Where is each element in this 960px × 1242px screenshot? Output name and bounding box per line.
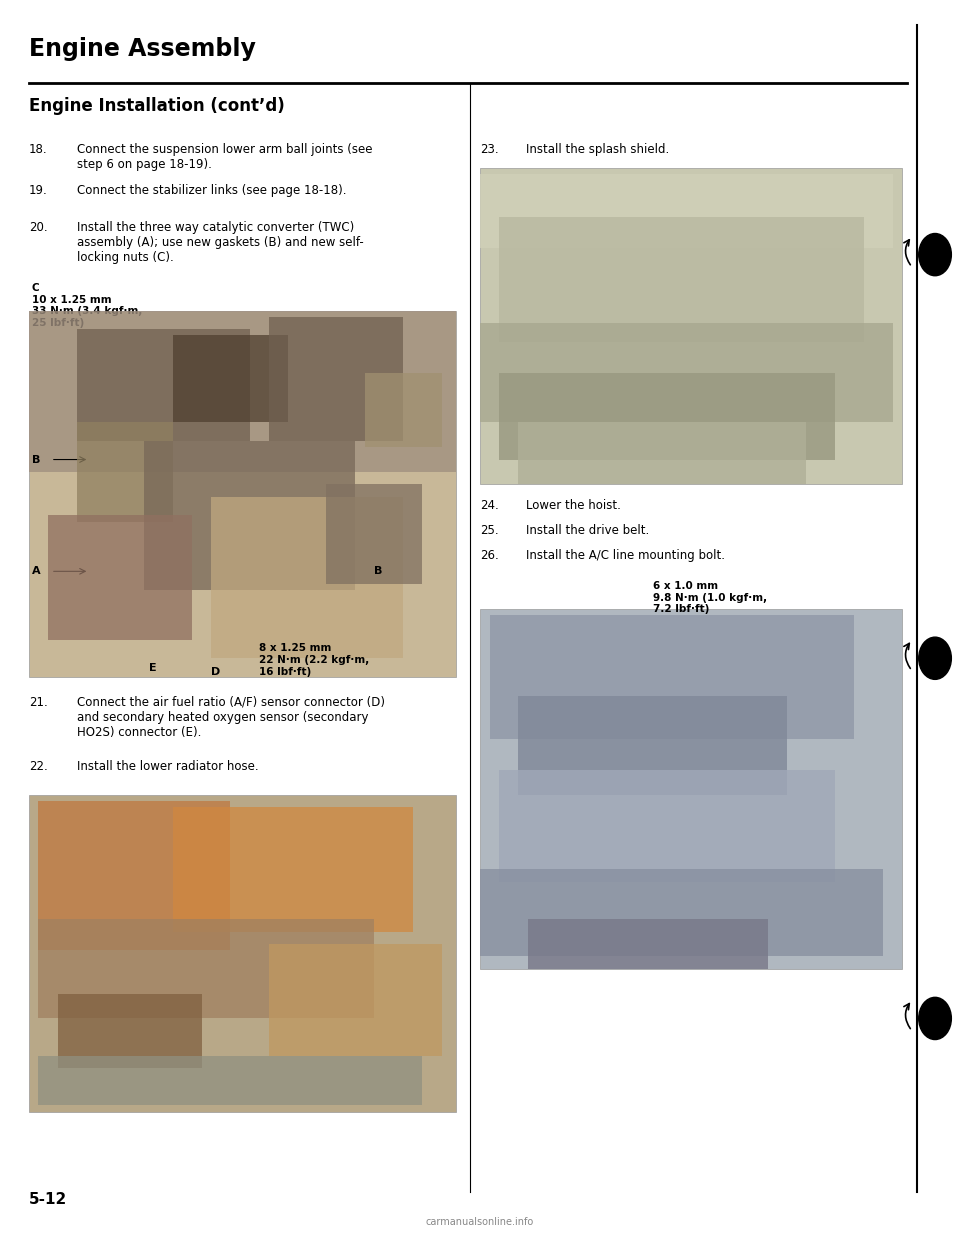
- Text: Install the three way catalytic converter (TWC)
assembly (A); use new gaskets (B: Install the three way catalytic converte…: [77, 221, 364, 265]
- Text: 5-12: 5-12: [29, 1192, 67, 1207]
- Bar: [173, 335, 288, 422]
- Bar: [480, 869, 883, 956]
- Text: carmanualsonline.info: carmanualsonline.info: [426, 1217, 534, 1227]
- Text: 19.: 19.: [29, 184, 48, 196]
- Bar: [38, 1056, 422, 1105]
- Bar: [269, 317, 403, 441]
- Bar: [518, 696, 787, 795]
- Text: Engine Installation (cont’d): Engine Installation (cont’d): [29, 97, 284, 114]
- Circle shape: [919, 997, 951, 1040]
- Bar: [29, 310, 456, 677]
- Text: Install the splash shield.: Install the splash shield.: [526, 143, 669, 155]
- Bar: [269, 944, 442, 1056]
- Bar: [48, 515, 192, 640]
- Text: Lower the hoist.: Lower the hoist.: [526, 499, 621, 512]
- Text: 24.: 24.: [480, 499, 499, 512]
- Text: Install the lower radiator hose.: Install the lower radiator hose.: [77, 760, 258, 773]
- Bar: [480, 168, 902, 484]
- Bar: [480, 323, 893, 422]
- Bar: [490, 615, 854, 739]
- Bar: [144, 441, 355, 590]
- Text: E: E: [149, 663, 156, 673]
- Text: 18.: 18.: [29, 143, 47, 155]
- Text: 25.: 25.: [480, 524, 498, 537]
- Text: Connect the suspension lower arm ball joints (see
step 6 on page 18-19).: Connect the suspension lower arm ball jo…: [77, 143, 372, 171]
- Text: Connect the air fuel ratio (A/F) sensor connector (D)
and secondary heated oxyge: Connect the air fuel ratio (A/F) sensor …: [77, 696, 385, 739]
- Circle shape: [919, 637, 951, 679]
- Text: D: D: [211, 667, 221, 677]
- Bar: [211, 497, 403, 658]
- Bar: [480, 174, 893, 248]
- Bar: [38, 919, 374, 1018]
- Text: Install the drive belt.: Install the drive belt.: [526, 524, 649, 537]
- Text: B: B: [32, 455, 40, 465]
- Text: Connect the stabilizer links (see page 18-18).: Connect the stabilizer links (see page 1…: [77, 184, 347, 196]
- Bar: [499, 217, 864, 342]
- Text: 21.: 21.: [29, 696, 48, 708]
- Text: C
10 x 1.25 mm
33 N·m (3.4 kgf·m,
25 lbf·ft): C 10 x 1.25 mm 33 N·m (3.4 kgf·m, 25 lbf…: [32, 283, 142, 328]
- Bar: [173, 807, 413, 932]
- Bar: [528, 919, 768, 969]
- Bar: [58, 994, 202, 1068]
- Bar: [518, 422, 806, 484]
- Text: 6 x 1.0 mm
9.8 N·m (1.0 kgf·m,
7.2 lbf·ft): 6 x 1.0 mm 9.8 N·m (1.0 kgf·m, 7.2 lbf·f…: [653, 581, 767, 615]
- Bar: [77, 329, 250, 441]
- Bar: [499, 770, 835, 882]
- Bar: [326, 484, 422, 584]
- Bar: [29, 310, 456, 472]
- Bar: [499, 373, 835, 460]
- Circle shape: [919, 233, 951, 276]
- Text: Engine Assembly: Engine Assembly: [29, 37, 255, 61]
- Text: B: B: [374, 566, 383, 576]
- Text: 20.: 20.: [29, 221, 47, 233]
- Bar: [29, 795, 456, 1112]
- Text: A: A: [32, 566, 40, 576]
- Text: 23.: 23.: [480, 143, 498, 155]
- Text: Install the A/C line mounting bolt.: Install the A/C line mounting bolt.: [526, 549, 725, 561]
- Text: 8 x 1.25 mm
22 N·m (2.2 kgf·m,
16 lbf·ft): 8 x 1.25 mm 22 N·m (2.2 kgf·m, 16 lbf·ft…: [259, 643, 370, 677]
- Bar: [38, 801, 230, 950]
- Bar: [77, 422, 173, 522]
- Text: 26.: 26.: [480, 549, 499, 561]
- Text: 22.: 22.: [29, 760, 48, 773]
- Bar: [365, 373, 442, 447]
- Bar: [480, 609, 902, 969]
